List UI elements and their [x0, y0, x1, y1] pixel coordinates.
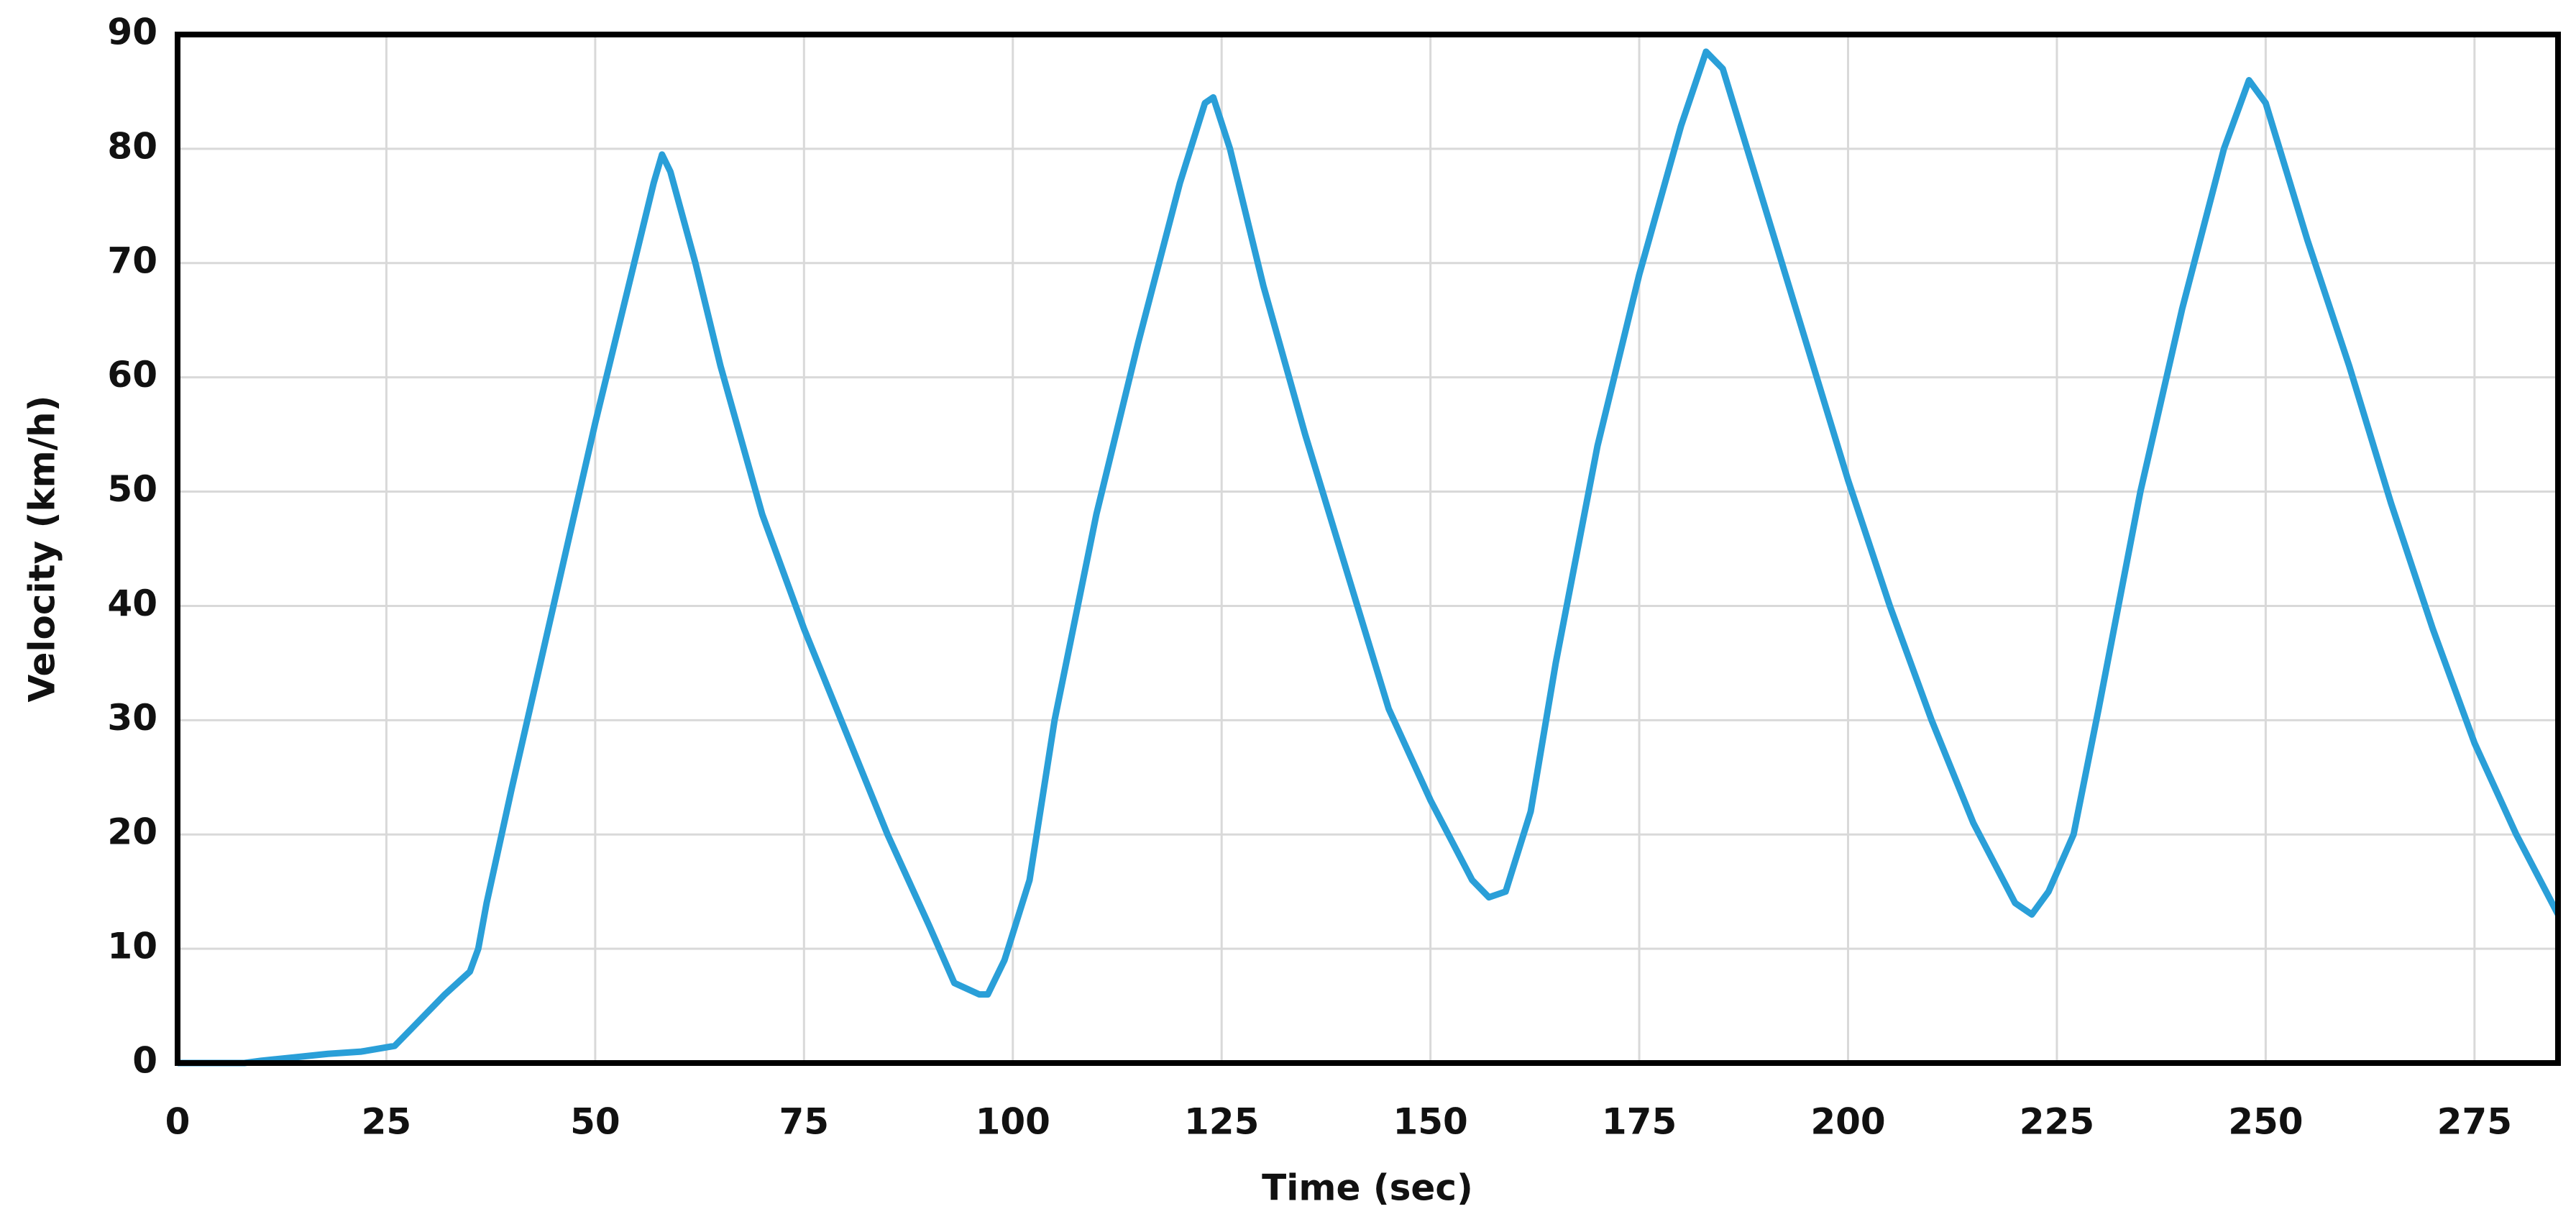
x-tick-label: 275	[2437, 1101, 2512, 1143]
y-axis-label: Velocity (km/h)	[22, 396, 63, 703]
x-tick-label: 0	[165, 1101, 191, 1143]
x-tick-label: 25	[362, 1101, 412, 1143]
y-tick-label: 60	[107, 354, 157, 396]
y-tick-label: 30	[107, 697, 157, 739]
x-tick-label: 125	[1184, 1101, 1259, 1143]
y-tick-label: 10	[107, 926, 157, 967]
data-line	[178, 48, 2561, 1067]
x-axis-label: Time (sec)	[1262, 1167, 1473, 1209]
plot-frame	[175, 32, 2561, 1066]
y-tick-label: 40	[107, 583, 157, 624]
y-tick-label: 90	[107, 12, 157, 53]
x-tick-label: 175	[1602, 1101, 1677, 1143]
x-tick-label: 250	[2228, 1101, 2303, 1143]
y-tick-label: 20	[107, 811, 157, 853]
y-tick-label: 80	[107, 125, 157, 167]
x-tick-label: 100	[976, 1101, 1050, 1143]
y-tick-label: 70	[107, 240, 157, 281]
y-tick-label: 50	[107, 468, 157, 510]
x-tick-label: 225	[2020, 1101, 2094, 1143]
x-tick-label: 75	[779, 1101, 830, 1143]
x-tick-label: 200	[1810, 1101, 1885, 1143]
x-tick-label: 50	[570, 1101, 620, 1143]
x-tick-label: 150	[1393, 1101, 1467, 1143]
y-tick-label: 0	[132, 1040, 157, 1082]
